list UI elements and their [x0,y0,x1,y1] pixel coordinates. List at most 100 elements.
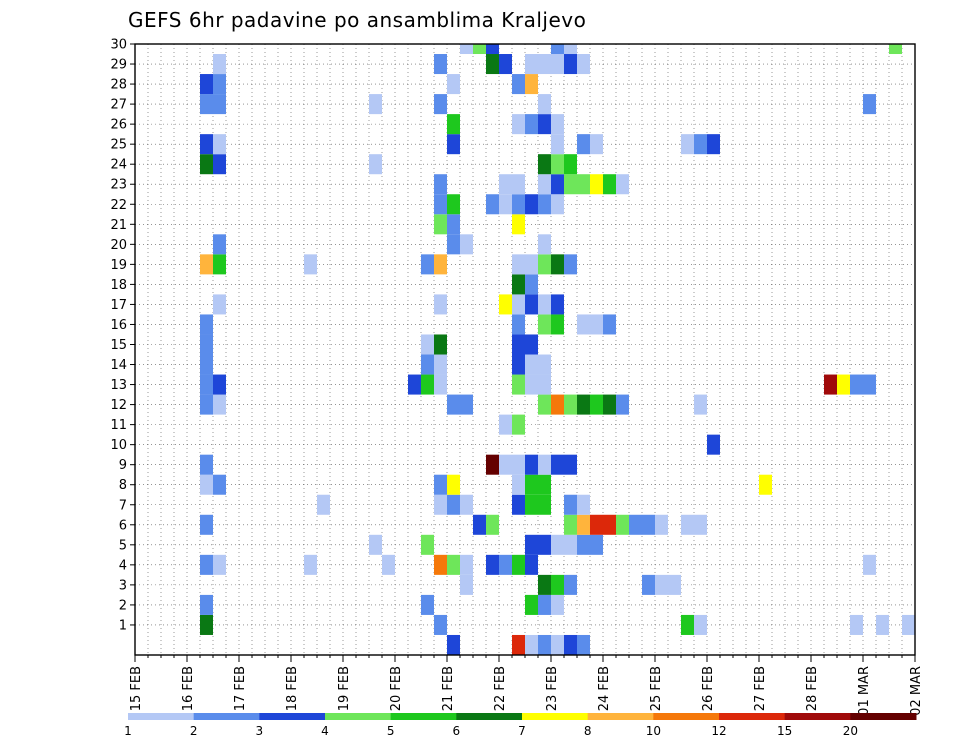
x-tick-label: 23 FEB [545,666,560,711]
heat-cell [460,554,473,575]
heat-cell [473,514,486,535]
heat-cell [551,44,564,55]
heat-cell [473,44,486,55]
colorbar-label: 3 [256,724,264,738]
heat-cell [642,574,655,595]
heat-cell [213,474,226,495]
heat-cell [564,254,577,275]
heat-cell [512,354,525,375]
colorbar-label: 1 [124,724,132,738]
colorbar-segment [456,713,523,720]
colorbar-segment [128,713,195,720]
heat-cell [512,194,525,215]
heat-cell [538,534,551,555]
heat-cell [200,134,213,155]
heat-cell [850,374,863,395]
heat-cell [590,314,603,335]
heat-cell [421,254,434,275]
y-tick-label: 29 [110,58,127,73]
heat-cell [486,44,499,55]
heat-cell [200,254,213,275]
heat-cell [434,374,447,395]
x-tick-label: 27 FEB [753,666,768,711]
heat-cell [434,614,447,635]
heat-cell [824,374,837,395]
heat-cell [200,374,213,395]
heat-cell [512,74,525,95]
heat-cell [213,374,226,395]
heat-cell [525,194,538,215]
heat-cell [564,534,577,555]
colorbar-label: 5 [387,724,395,738]
y-tick-label: 28 [110,78,127,93]
y-tick-label: 8 [119,478,127,493]
y-tick-label: 1 [119,618,127,633]
heat-cell [551,574,564,595]
heat-cell [460,234,473,255]
y-tick-label: 6 [119,518,127,533]
x-tick-label: 24 FEB [597,666,612,711]
heat-cell [486,554,499,575]
colorbar-segment [653,713,720,720]
heat-cell [642,514,655,535]
heat-cell [590,514,603,535]
heat-cell [525,554,538,575]
heat-cell [434,54,447,75]
heat-cell [655,514,668,535]
heat-cell [564,494,577,515]
colorbar-label: 6 [453,724,461,738]
heat-cell [759,474,772,495]
heat-cell [213,74,226,95]
heat-cell [447,554,460,575]
x-tick-label: 22 FEB [493,666,508,711]
heat-cell [434,474,447,495]
heat-cell [213,94,226,115]
x-tick-label: 28 FEB [805,666,820,711]
heat-cell [200,454,213,475]
heat-cell [447,194,460,215]
y-tick-label: 10 [110,438,127,453]
x-tick-label: 20 FEB [389,666,404,711]
colorbar-segment [587,713,654,720]
heat-cell [486,194,499,215]
heat-cell [499,554,512,575]
heat-cell [590,174,603,195]
heat-cell [213,134,226,155]
heat-cell [421,534,434,555]
heat-cell [551,634,564,655]
heat-cell [525,594,538,615]
heat-cell [538,494,551,515]
heat-cell [538,454,551,475]
heat-cell [512,274,525,295]
heat-cell [382,554,395,575]
heat-cell [317,494,330,515]
heat-cell [369,154,382,175]
y-tick-label: 17 [110,298,127,313]
y-tick-label: 12 [110,398,127,413]
heat-cell [603,314,616,335]
heat-cell [525,354,538,375]
heat-cell [538,354,551,375]
heat-cell [616,174,629,195]
x-tick-label: 19 FEB [337,666,352,711]
heat-cell [538,314,551,335]
heat-cell [512,454,525,475]
colorbar-segment [784,713,851,720]
heat-cell [369,94,382,115]
heat-cell [200,74,213,95]
colorbar: 1 2 3 4 5 6 7 8 10 12 15 20 [124,713,917,738]
heat-cell [200,334,213,355]
heat-cell [421,334,434,355]
heat-cell [538,374,551,395]
heat-cell [603,514,616,535]
y-tick-label: 14 [110,358,127,373]
y-tick-label: 13 [110,378,127,393]
heat-cell [525,634,538,655]
heat-cell [525,454,538,475]
colorbar-segment [193,713,260,720]
heat-cell [538,94,551,115]
heat-cell [460,394,473,415]
heat-cell [447,474,460,495]
heat-cell [538,594,551,615]
colorbar-label: 15 [777,724,792,738]
